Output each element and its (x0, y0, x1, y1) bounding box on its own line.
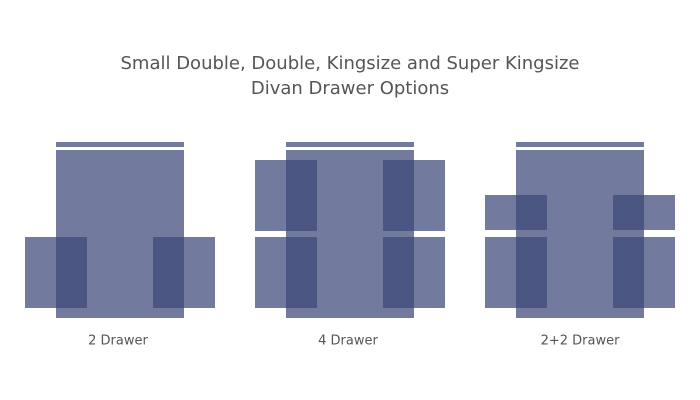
drawer (153, 237, 215, 308)
headboard (286, 142, 414, 147)
drawer (25, 237, 87, 308)
option-label: 2+2 Drawer (541, 334, 621, 349)
drawer (383, 160, 445, 231)
headboard (516, 142, 644, 147)
title-line: Small Double, Double, Kingsize and Super… (120, 53, 579, 74)
option-label: 4 Drawer (318, 334, 378, 349)
drawer (485, 237, 547, 308)
option-2-drawer: 2 Drawer (25, 142, 215, 349)
drawer (613, 237, 675, 308)
small-drawer (485, 195, 547, 230)
title-line: Divan Drawer Options (251, 78, 449, 99)
option-4-drawer: 4 Drawer (255, 142, 445, 349)
drawer (255, 237, 317, 308)
headboard (56, 142, 184, 147)
small-drawer (613, 195, 675, 230)
drawer (383, 237, 445, 308)
option-label: 2 Drawer (88, 334, 148, 349)
option-2-2-drawer: 2+2 Drawer (485, 142, 675, 349)
drawer (255, 160, 317, 231)
